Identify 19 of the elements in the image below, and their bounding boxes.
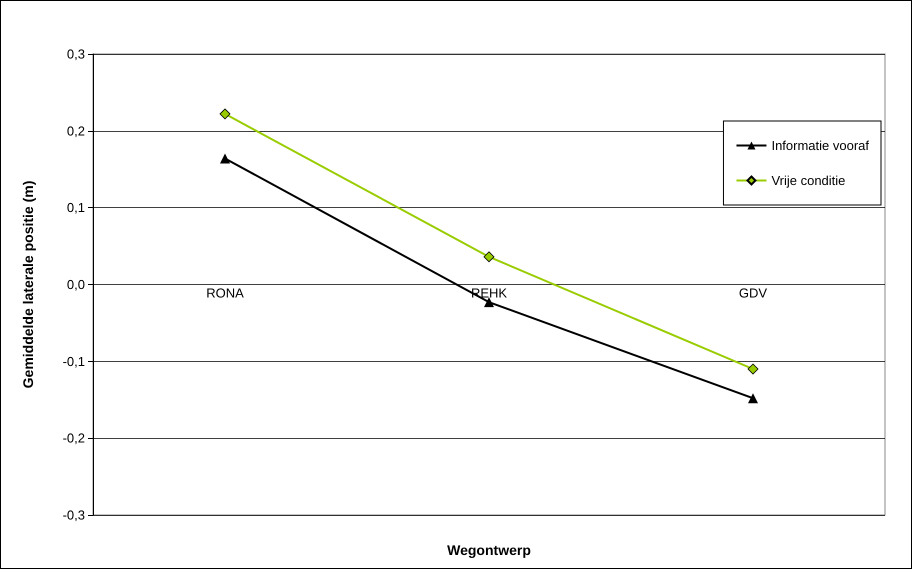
- point: [748, 393, 758, 404]
- y-tick-label: -0,3: [62, 508, 85, 522]
- x-axis-title: Wegontwerp: [447, 542, 531, 558]
- point: [484, 297, 494, 308]
- y-tick-label: -0,1: [62, 354, 85, 369]
- legend-label: Vrije conditie: [771, 173, 846, 188]
- point: [484, 251, 494, 262]
- y-tick-label: 0,0: [66, 277, 85, 292]
- x-tick-label: GDV: [738, 286, 768, 300]
- y-axis-title: Gemiddelde laterale positie (m): [20, 180, 36, 388]
- legend-label: Informatie vooraf: [771, 138, 870, 153]
- y-tick-label: 0,1: [66, 200, 85, 216]
- point: [220, 153, 230, 164]
- y-tick-label: 0,3: [66, 46, 85, 62]
- point: [748, 364, 758, 374]
- y-tick-label: -0,2: [62, 430, 85, 446]
- y-tick-label: 0,2: [66, 123, 85, 138]
- x-tick-label: RONA: [206, 286, 244, 300]
- point: [220, 108, 230, 120]
